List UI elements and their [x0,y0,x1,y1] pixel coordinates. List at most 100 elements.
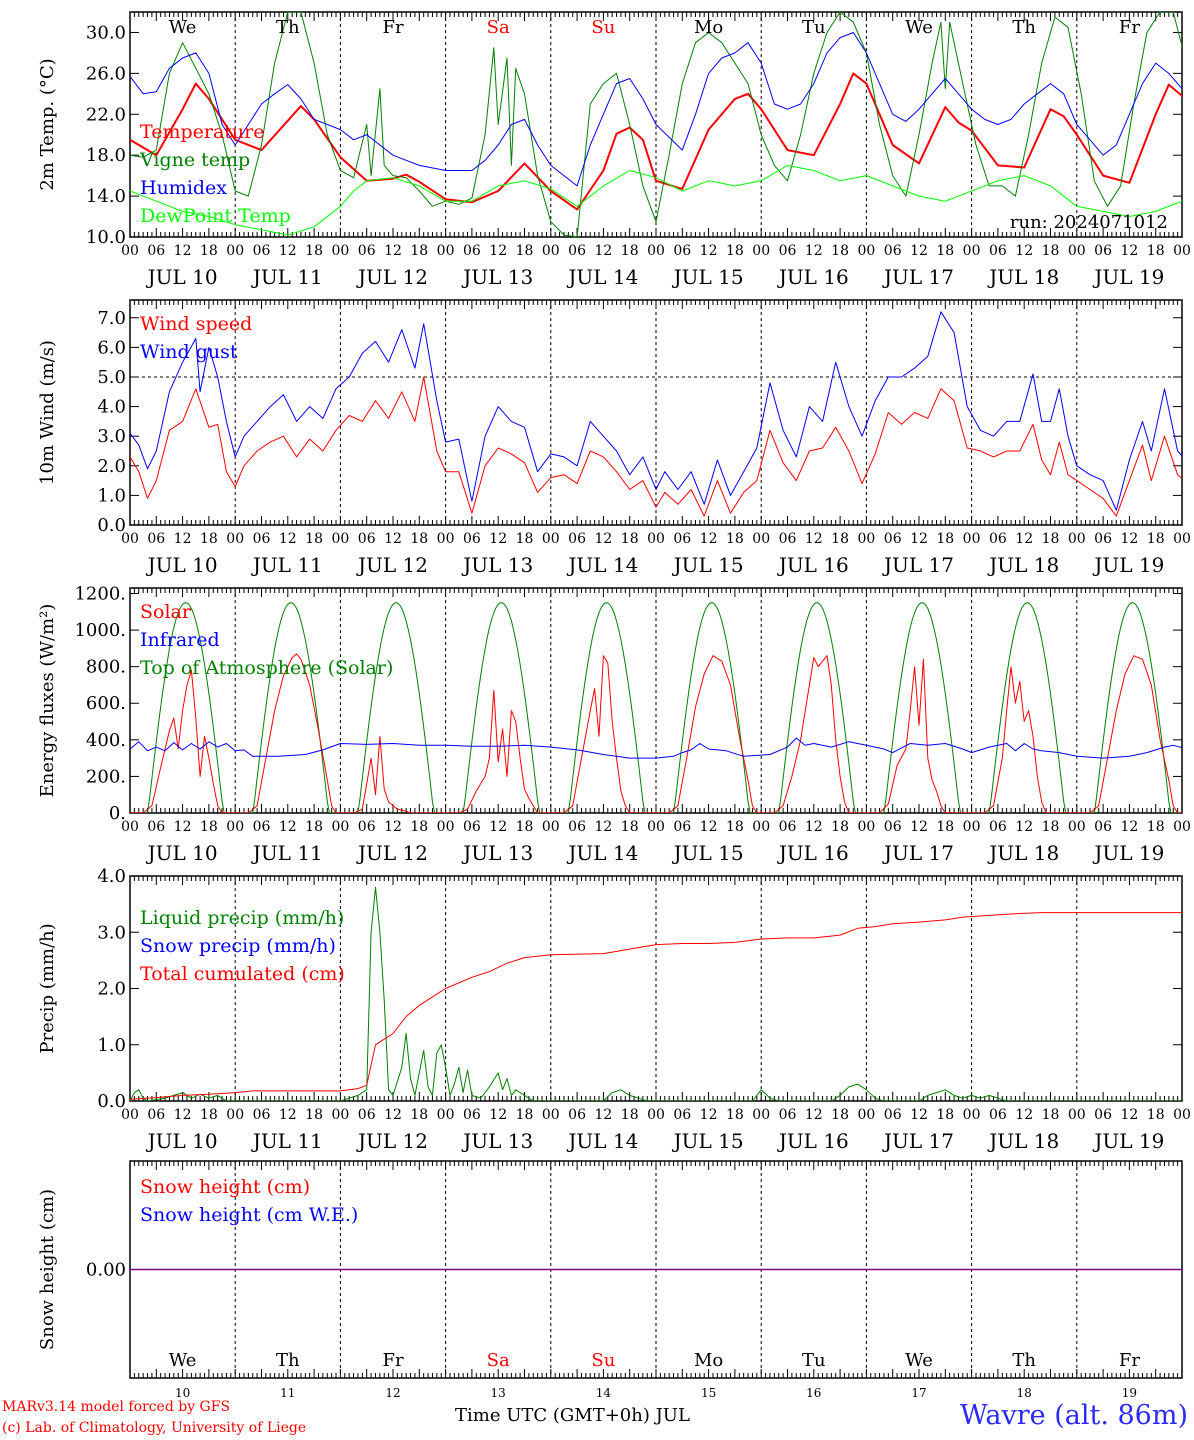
panel-snow: 0.00 Snow height (cm) Snow height (cm) Snow… [37,1160,1183,1400]
weekday-label: Su [591,1350,615,1371]
hour-tick-label: 18 [410,531,428,547]
location-label: Wavre (alt. 86m) [960,1400,1188,1431]
weekday-label: Fr [1119,17,1140,38]
hour-tick-label: 18 [726,819,744,835]
y-tick-label: 30.0 [86,22,126,43]
date-label: JUL 11 [251,265,323,289]
date-label: JUL 17 [882,841,954,865]
hour-tick-label: 12 [279,1107,297,1123]
weekday-label: We [169,1350,197,1371]
legend-entry: Infrared [140,629,220,651]
date-label: JUL 12 [356,553,428,577]
hour-tick-label: 12 [489,1107,507,1123]
hour-tick-label: 12 [384,531,402,547]
hour-tick-label: 06 [884,243,902,259]
date-label: JUL 10 [146,841,218,865]
hour-tick-label: 00 [331,243,349,259]
hour-tick-label: 18 [936,819,954,835]
date-label: JUL 12 [356,841,428,865]
hour-tick-label: 00 [1173,243,1191,259]
legend-entry: Wind gust [140,341,238,363]
weekday-label: Th [276,1350,300,1371]
date-label: JUL 11 [251,1129,323,1153]
hour-tick-label: 00 [437,1107,455,1123]
hour-tick-label: 18 [305,531,323,547]
y-tick-label: 6.0 [97,337,126,358]
hour-tick-label: 18 [831,531,849,547]
date-label: JUL 15 [672,841,744,865]
hour-tick-label: 18 [1042,819,1060,835]
hour-tick-label: 12 [174,531,192,547]
y-tick-label: 1.0 [97,1035,126,1056]
hour-tick-label: 12 [279,819,297,835]
hour-tick-label: 12 [910,1107,928,1123]
hour-tick-label: 06 [253,819,271,835]
hour-tick-label: 12 [700,819,718,835]
hour-tick-label: 06 [884,819,902,835]
hour-tick-label: 00 [857,819,875,835]
day-number-label: 14 [596,1386,612,1400]
series-liquid-precip-mm-h [130,886,1182,1101]
hour-tick-label: 18 [1147,531,1165,547]
hour-tick-label: 00 [647,531,665,547]
hour-tick-label: 00 [542,531,560,547]
hour-tick-label: 00 [647,1107,665,1123]
y-tick-label: 4.0 [97,397,126,418]
legend-entry: Snow height (cm W.E.) [140,1204,358,1226]
day-number-label: 13 [491,1386,506,1400]
series-vigne-temp [130,12,1182,237]
date-label: JUL 15 [672,553,744,577]
date-label: JUL 13 [461,265,533,289]
hour-tick-label: 06 [1094,1107,1112,1123]
hour-tick-label: 12 [1015,819,1033,835]
date-label: JUL 18 [987,553,1059,577]
y-tick-label: 1200. [74,583,126,604]
hour-tick-label: 18 [200,819,218,835]
y-tick-label: 22.0 [86,104,126,125]
date-label: JUL 12 [356,265,428,289]
hour-tick-label: 12 [279,531,297,547]
y-axis-label: 2m Temp. (°C) [37,58,58,190]
weekday-label: Mo [694,17,723,38]
hour-tick-label: 06 [358,819,376,835]
hour-tick-label: 12 [910,243,928,259]
hour-tick-label: 18 [516,819,534,835]
hour-tick-label: 12 [1015,243,1033,259]
hour-tick-label: 06 [673,243,691,259]
hour-tick-label: 18 [305,1107,323,1123]
hour-tick-label: 00 [752,819,770,835]
hour-tick-label: 00 [647,243,665,259]
hour-tick-label: 00 [437,531,455,547]
hour-tick-label: 18 [305,243,323,259]
hour-tick-label: 06 [673,1107,691,1123]
hour-tick-label: 00 [331,819,349,835]
hour-tick-label: 00 [963,819,981,835]
date-label: JUL 14 [566,1129,638,1153]
day-number-label: 18 [1017,1386,1032,1400]
series-solar [130,653,1182,813]
date-label: JUL 19 [1092,265,1164,289]
weekday-label: Th [1012,17,1036,38]
day-number-label: 12 [385,1386,400,1400]
x-axis-title: Time UTC (GMT+0h) JUL [455,1405,690,1426]
weekday-label: Tu [802,1350,826,1371]
weekday-label: Tu [802,17,826,38]
hour-tick-label: 06 [1094,819,1112,835]
hour-tick-label: 18 [726,531,744,547]
hour-tick-label: 18 [621,819,639,835]
legend-entry: Solar [140,601,192,623]
series-humidex [130,32,1182,187]
y-tick-label: 2.0 [97,456,126,477]
hour-tick-label: 00 [857,243,875,259]
legend-entry: Humidex [140,177,227,199]
hour-tick-label: 06 [253,243,271,259]
hour-tick-label: 18 [200,531,218,547]
hour-tick-label: 12 [1120,243,1138,259]
y-tick-label: 7.0 [97,308,126,329]
weekday-label: Th [1012,1350,1036,1371]
hour-tick-label: 18 [936,1107,954,1123]
hour-tick-label: 06 [989,819,1007,835]
y-tick-label: 0.0 [97,515,126,536]
hour-tick-label: 18 [831,1107,849,1123]
date-label: JUL 10 [146,1129,218,1153]
